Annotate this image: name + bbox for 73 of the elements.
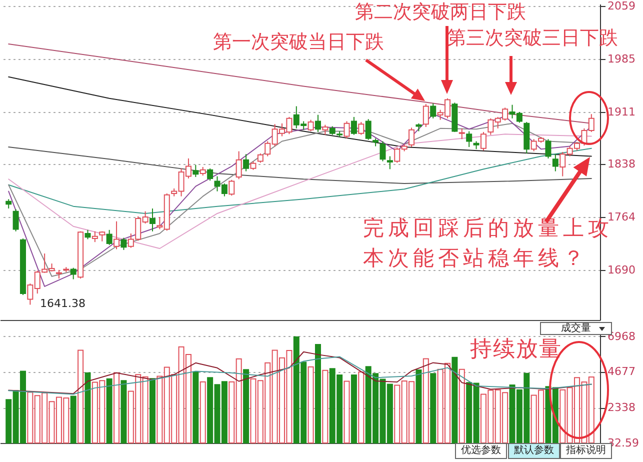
annotation: 持续放量 xyxy=(470,337,562,362)
candlestick xyxy=(70,267,76,280)
candlestick xyxy=(350,116,357,136)
candlestick xyxy=(106,229,112,246)
candlestick xyxy=(408,127,415,148)
candlestick xyxy=(365,118,372,140)
candlestick xyxy=(480,131,486,152)
annotation: 本次能否站稳年线？ xyxy=(363,246,588,270)
candlestick xyxy=(308,119,314,132)
candlestick xyxy=(12,208,19,232)
candlestick xyxy=(207,168,214,182)
bar xyxy=(350,374,357,444)
y-tick-label: 4677 xyxy=(608,365,636,378)
bar xyxy=(243,369,250,444)
bar xyxy=(150,378,156,444)
bar xyxy=(314,344,321,444)
y-tick-label: 1911 xyxy=(608,105,636,118)
bar xyxy=(422,358,429,444)
tab-button: 默认参数 xyxy=(508,443,560,459)
candlestick xyxy=(92,230,98,243)
bar xyxy=(114,372,120,444)
annotation: 成交量 xyxy=(561,323,591,334)
line-series xyxy=(8,148,592,214)
candlestick xyxy=(422,104,429,128)
line-series xyxy=(8,146,592,184)
bar xyxy=(430,373,436,444)
bar xyxy=(344,380,350,444)
candlestick xyxy=(380,140,386,162)
bar xyxy=(458,368,465,444)
candlestick xyxy=(344,120,350,139)
tab-button: 优选参数 xyxy=(455,443,507,459)
candlestick xyxy=(314,114,321,132)
bar xyxy=(416,370,422,444)
candlestick xyxy=(458,128,465,140)
bar xyxy=(70,396,76,444)
candlestick xyxy=(6,198,12,209)
candlestick xyxy=(545,138,552,159)
line-series xyxy=(8,76,592,157)
bar xyxy=(84,372,91,444)
candlestick xyxy=(322,124,328,136)
annotation: 1641.38 xyxy=(40,297,86,310)
candlestick xyxy=(150,208,156,232)
candlestick xyxy=(386,156,393,170)
bar xyxy=(358,372,364,444)
bar xyxy=(200,381,206,444)
y-tick-label: 2338 xyxy=(608,401,636,414)
candlestick xyxy=(358,121,364,136)
bar xyxy=(78,350,84,444)
candlestick xyxy=(430,102,436,119)
candlestick xyxy=(84,229,91,240)
bar xyxy=(452,356,458,444)
bar xyxy=(322,370,328,444)
candlestick xyxy=(228,179,235,196)
candlestick xyxy=(114,220,120,250)
annotation: 第二次突破两日下跌 xyxy=(355,1,526,23)
bar xyxy=(308,366,314,444)
bar xyxy=(192,371,199,444)
tab-button: 指标说明 xyxy=(560,443,612,459)
candlestick xyxy=(236,150,242,180)
y-tick-label: 2059 xyxy=(608,0,636,13)
y-tick-label: 1985 xyxy=(608,52,636,66)
candlestick xyxy=(243,154,250,172)
dropdown-field: 成交量 xyxy=(540,322,612,335)
candlestick xyxy=(466,130,472,148)
candlestick xyxy=(257,152,264,164)
annotation: 第一次突破当日下跌 xyxy=(213,31,384,53)
bar xyxy=(106,378,112,444)
bar xyxy=(120,380,127,444)
y-tick-label: 1838 xyxy=(608,158,636,171)
candlestick xyxy=(192,164,199,178)
y-tick-label: 1690 xyxy=(608,263,636,276)
candlestick xyxy=(120,237,127,250)
candlestick xyxy=(552,154,558,172)
